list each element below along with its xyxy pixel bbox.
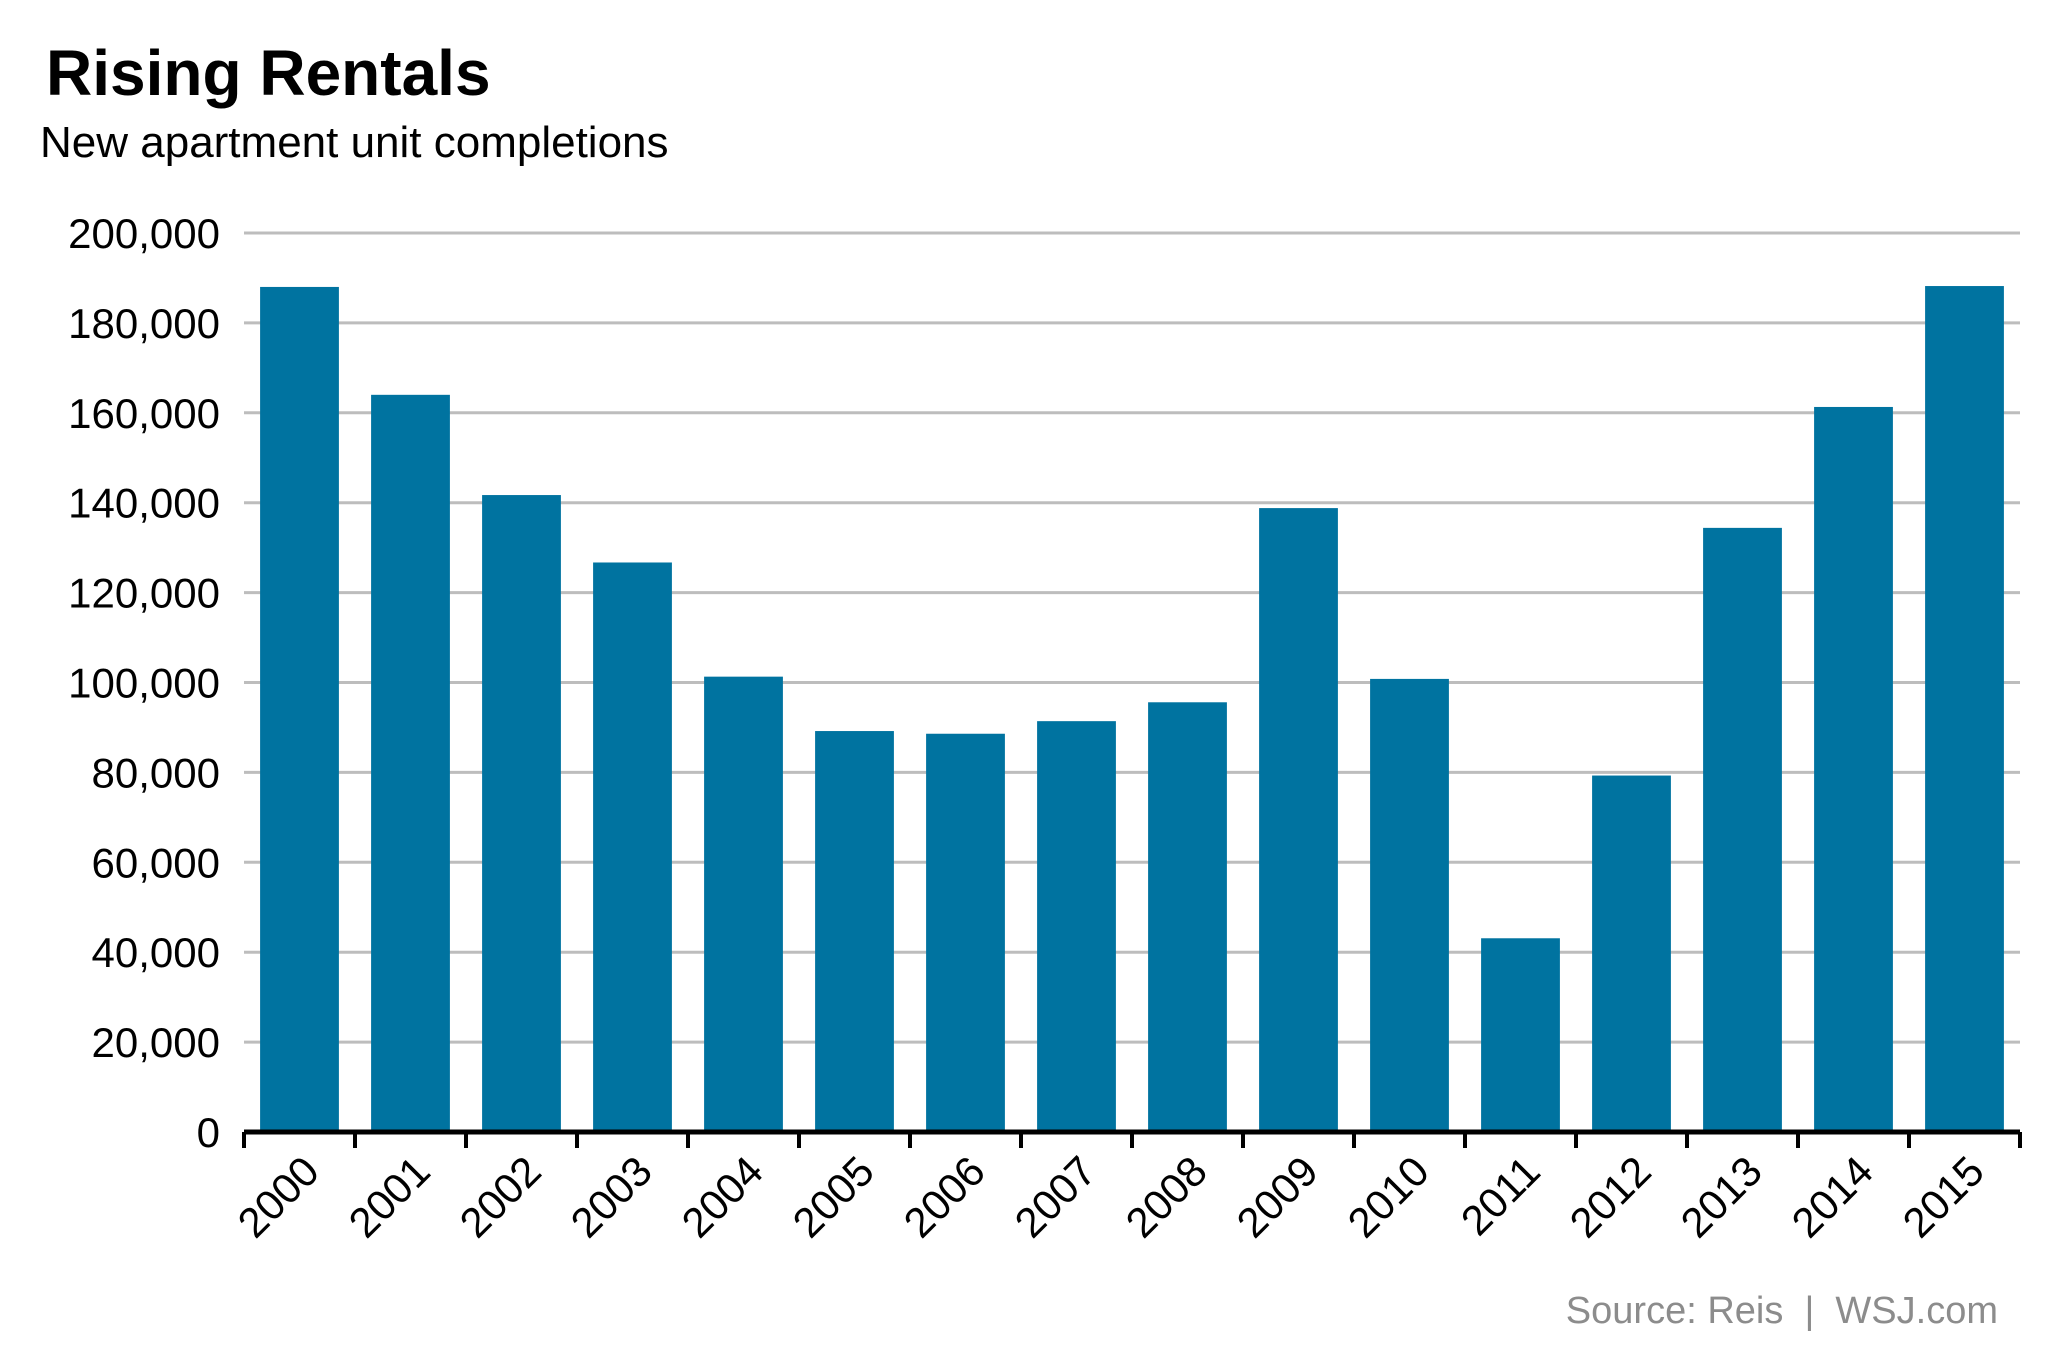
x-tick-label: 2012 [1561,1147,1660,1246]
y-tick-label: 100,000 [68,660,220,707]
x-tick-label: 2008 [1117,1147,1216,1246]
y-tick-label: 0 [197,1109,220,1156]
bar-2003 [593,562,672,1132]
x-tick-label: 2010 [1339,1147,1438,1246]
y-tick-label: 20,000 [92,1019,220,1066]
chart-title: Rising Rentals [46,37,491,109]
x-tick-label: 2005 [784,1147,883,1246]
x-tick-label: 2014 [1783,1147,1882,1246]
bar-2002 [482,495,561,1133]
y-tick-label: 200,000 [68,210,220,257]
x-tick-label: 2007 [1006,1147,1105,1246]
x-tick-label: 2015 [1894,1147,1993,1246]
y-tick-label: 80,000 [92,749,220,796]
bar-2014 [1814,406,1893,1132]
bar-2008 [1148,702,1227,1132]
bar-2000 [260,286,339,1132]
y-tick-label: 140,000 [68,480,220,527]
x-tick-label: 2006 [895,1147,994,1246]
y-tick-label: 40,000 [92,929,220,976]
bar-2001 [371,394,450,1132]
y-tick-label: 180,000 [68,300,220,347]
x-tick-label: 2011 [1452,1147,1549,1244]
bar-2013 [1703,527,1782,1132]
bar-2010 [1370,678,1449,1132]
chart-subtitle: New apartment unit completions [40,118,669,167]
bar-2005 [815,731,894,1132]
bar-2007 [1037,721,1116,1132]
x-tick-label: 2002 [451,1147,550,1246]
x-tick-label: 2003 [562,1147,661,1246]
y-tick-label: 160,000 [68,390,220,437]
x-tick-label: 2001 [340,1147,439,1246]
bar-2015 [1925,286,2004,1132]
y-tick-label: 120,000 [68,570,220,617]
bar-2011 [1481,938,1560,1132]
y-tick-label: 60,000 [92,839,220,886]
bar-2012 [1592,775,1671,1132]
x-tick-label: 2000 [229,1147,328,1246]
bar-2006 [926,733,1005,1132]
bar-2004 [704,676,783,1132]
x-tick-label: 2009 [1228,1147,1327,1246]
x-tick-label: 2013 [1672,1147,1771,1246]
bar-2009 [1259,508,1338,1132]
source-note: Source: Reis | WSJ.com [1565,1290,1998,1332]
x-tick-label: 2004 [673,1147,772,1246]
